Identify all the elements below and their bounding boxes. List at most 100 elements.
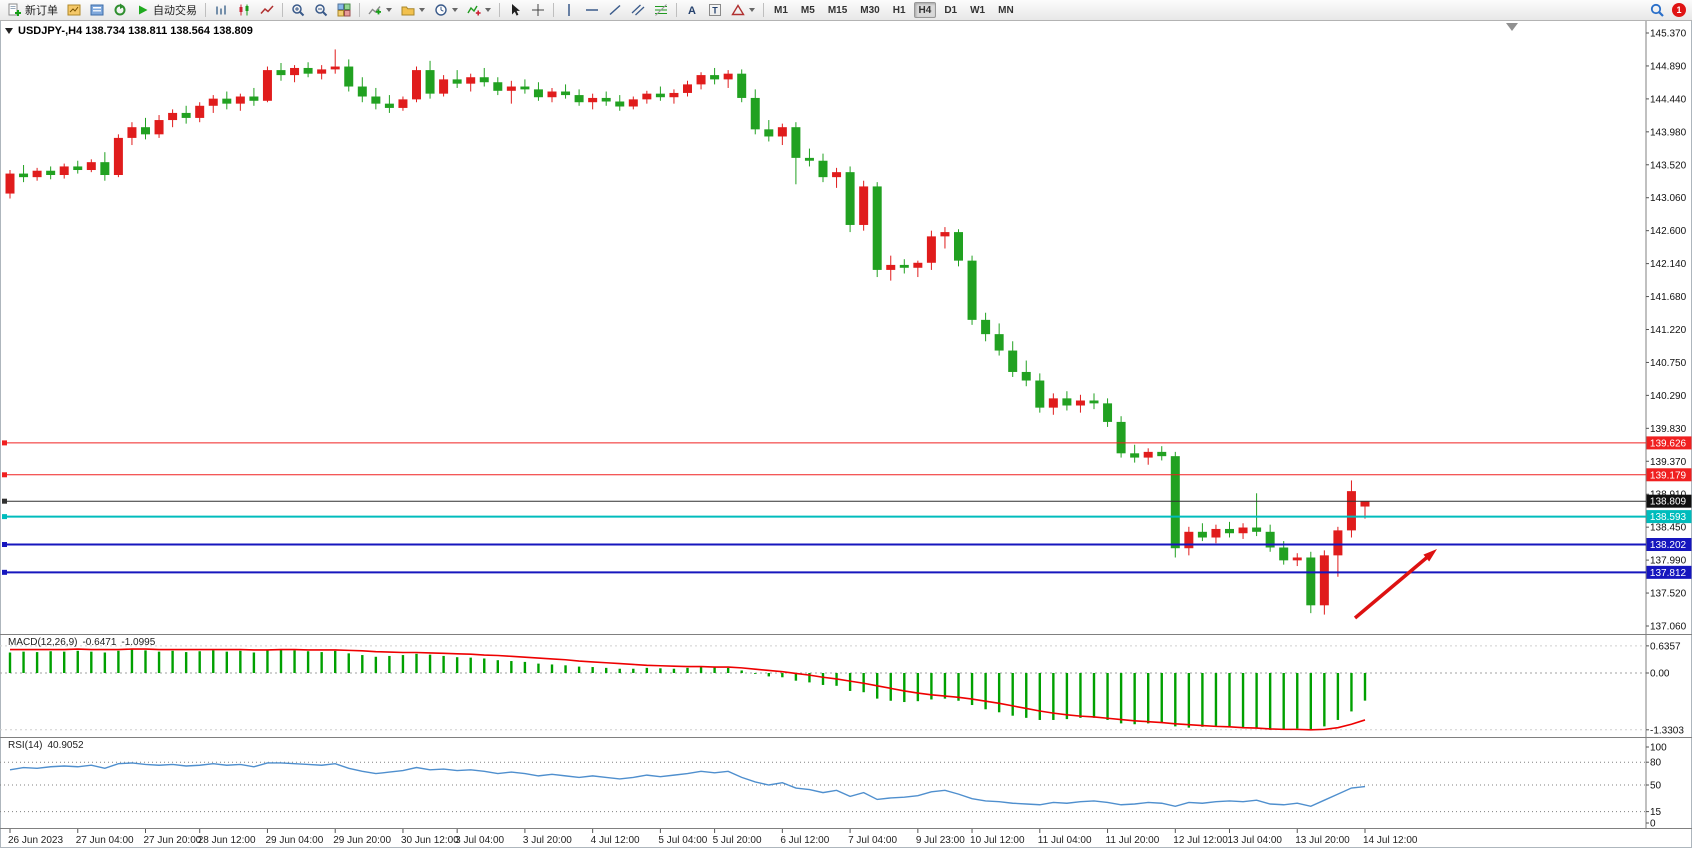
trend-arrow-head[interactable] xyxy=(1423,549,1437,562)
vertical-line-button[interactable] xyxy=(558,1,580,19)
macd-label: MACD(12,26,9) -0.6471 -1.0995 xyxy=(8,637,160,648)
candle-body xyxy=(804,157,814,161)
date-axis-label: 13 Jul 04:00 xyxy=(1228,835,1283,846)
horizontal-line-button[interactable] xyxy=(581,1,603,19)
shapes-button[interactable] xyxy=(727,1,759,19)
candle-body xyxy=(940,232,950,237)
candle-body xyxy=(384,103,394,108)
new-chart-button[interactable] xyxy=(364,1,396,19)
new-order-button[interactable]: 新订单 xyxy=(4,1,62,19)
candle-body xyxy=(86,162,96,171)
chart-title-bar: USDJPY-,H4 138.734 138.811 138.564 138.8… xyxy=(5,25,253,37)
date-axis-label: 11 Jul 04:00 xyxy=(1038,835,1092,846)
price-badge-label: 139.626 xyxy=(1650,438,1687,449)
market-watch-button[interactable] xyxy=(63,1,85,19)
price-axis-label: 137.990 xyxy=(1650,556,1687,567)
candle-body xyxy=(357,86,367,97)
candle-body xyxy=(994,334,1004,351)
search-button[interactable] xyxy=(1646,1,1668,19)
candle-body xyxy=(1143,451,1153,458)
cursor-button[interactable] xyxy=(504,1,526,19)
price-axis-label: 145.370 xyxy=(1650,29,1687,40)
bar-chart-button[interactable] xyxy=(210,1,232,19)
candle-body xyxy=(73,166,83,171)
candle-body xyxy=(1184,531,1194,549)
date-axis-label: 29 Jun 20:00 xyxy=(333,835,391,846)
line-anchor-marker xyxy=(2,472,7,478)
new-order-icon xyxy=(8,3,22,17)
price-badge xyxy=(1646,436,1692,450)
candle-body xyxy=(1265,531,1275,548)
text-button[interactable]: A xyxy=(681,1,703,19)
candle-body xyxy=(1130,453,1140,458)
trend-arrow[interactable] xyxy=(1353,552,1433,620)
timeframe-D1[interactable]: D1 xyxy=(939,2,962,18)
channel-button[interactable] xyxy=(627,1,649,19)
candle-body xyxy=(1292,557,1302,561)
candle-body xyxy=(1333,530,1343,556)
timeframe-H1[interactable]: H1 xyxy=(888,2,911,18)
candle-body xyxy=(1238,527,1248,534)
trendline-button[interactable] xyxy=(604,1,626,19)
price-axis-label: 143.520 xyxy=(1650,160,1687,171)
timeframe-M30[interactable]: M30 xyxy=(855,2,884,18)
candle-body xyxy=(1252,527,1262,532)
navigator-button[interactable] xyxy=(109,1,131,19)
date-axis-label: 3 Jul 04:00 xyxy=(455,835,504,846)
date-axis-label: 27 Jun 20:00 xyxy=(144,835,202,846)
price-badge-label: 138.809 xyxy=(1650,497,1687,508)
candle-body xyxy=(249,96,259,101)
profiles-button[interactable] xyxy=(397,1,429,19)
date-axis-label: 5 Jul 04:00 xyxy=(658,835,707,846)
candle-body xyxy=(886,264,896,270)
candlesticks-button[interactable] xyxy=(233,1,255,19)
candle-body xyxy=(235,96,245,104)
clock-button[interactable] xyxy=(430,1,462,19)
crosshair-button[interactable] xyxy=(527,1,549,19)
autotrading-button[interactable]: 自动交易 xyxy=(132,1,201,19)
chart-shift-marker[interactable] xyxy=(1506,23,1518,31)
timeframe-M1[interactable]: M1 xyxy=(769,2,793,18)
candle-body xyxy=(642,93,652,100)
price-badge xyxy=(1646,565,1692,579)
candle-body xyxy=(872,186,882,270)
timeframe-M5[interactable]: M5 xyxy=(796,2,820,18)
text-label-button[interactable]: T xyxy=(704,1,726,19)
candle-body xyxy=(493,82,503,91)
new-order-label: 新订单 xyxy=(25,5,58,17)
timeframe-W1[interactable]: W1 xyxy=(965,2,990,18)
zoom-out-button[interactable] xyxy=(310,1,332,19)
price-axis-label: 144.440 xyxy=(1650,94,1687,105)
terminal-icon xyxy=(90,3,104,17)
candle-body xyxy=(1360,501,1370,507)
shapes-icon xyxy=(731,3,745,17)
line-chart-button[interactable] xyxy=(256,1,278,19)
candle-body xyxy=(439,79,449,94)
timeframe-M15[interactable]: M15 xyxy=(823,2,852,18)
collapse-triangle-icon[interactable] xyxy=(5,28,13,34)
price-axis-label: 139.370 xyxy=(1650,457,1687,468)
candle-body xyxy=(655,93,665,98)
candle-body xyxy=(1211,528,1221,538)
indicators-button[interactable] xyxy=(463,1,495,19)
tile-windows-button[interactable] xyxy=(333,1,355,19)
terminal-button[interactable] xyxy=(86,1,108,19)
timeframe-MN[interactable]: MN xyxy=(993,2,1019,18)
price-axis-label: 143.060 xyxy=(1650,193,1687,204)
zoom-out-icon xyxy=(314,3,328,17)
date-axis-label: 13 Jul 20:00 xyxy=(1295,835,1350,846)
rsi-name: RSI(14) xyxy=(8,740,43,751)
fibonacci-button[interactable] xyxy=(650,1,672,19)
candle-body xyxy=(398,99,408,108)
notifications-badge[interactable]: 1 xyxy=(1672,3,1686,17)
candle-body xyxy=(32,170,42,178)
vertical-line-icon xyxy=(562,3,576,17)
price-axis-label: 138.450 xyxy=(1650,523,1687,534)
zoom-in-button[interactable] xyxy=(287,1,309,19)
rsi-line xyxy=(9,762,1366,808)
candle-body xyxy=(1089,400,1099,404)
candle-body xyxy=(913,262,923,268)
timeframe-H4[interactable]: H4 xyxy=(913,2,937,18)
candle-body xyxy=(59,166,69,176)
